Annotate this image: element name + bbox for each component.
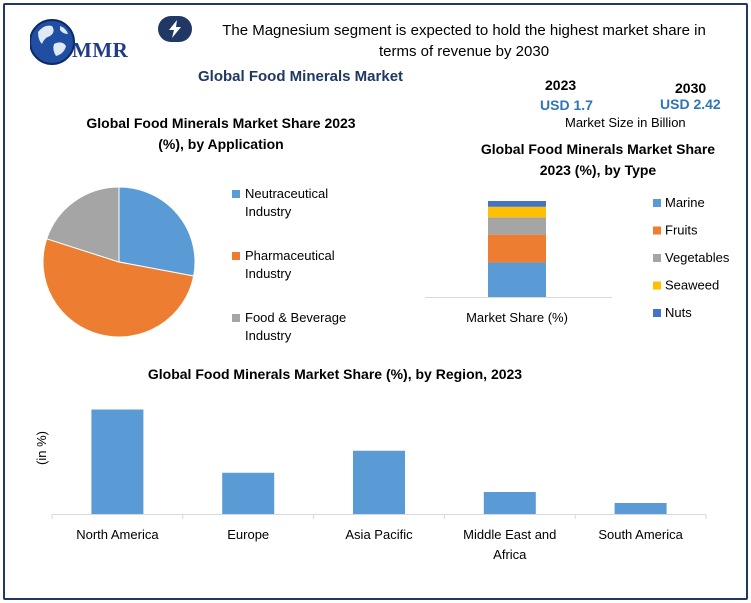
region-bar-middle-east-and-africa xyxy=(483,492,536,514)
mmr-logo xyxy=(30,19,75,65)
stack-category-label: Market Share (%) xyxy=(466,310,568,325)
pie-legend-swatch xyxy=(232,190,240,198)
region-category-label: Europe xyxy=(227,527,269,542)
region-y-label: (in %) xyxy=(34,431,49,465)
logo-text: MMR xyxy=(72,38,129,62)
stacked-legend: Marine Fruits Vegetables Seaweed Nuts xyxy=(653,195,730,320)
stack-legend-label: Nuts xyxy=(665,305,692,320)
stack-segment-fruits xyxy=(488,234,546,263)
value-2023: USD 1.7 xyxy=(540,97,593,113)
stack-legend-swatch xyxy=(653,254,661,262)
stack-legend-label: Marine xyxy=(665,195,705,210)
pie-chart-title: Global Food Minerals Market Share 2023 (… xyxy=(86,115,356,152)
pie-slice-pharmaceutical-industry xyxy=(42,238,195,338)
headline: The Magnesium segment is expected to hol… xyxy=(222,22,706,60)
bolt-badge xyxy=(158,16,192,42)
region-category-label: South America xyxy=(598,527,683,542)
region-chart-title: Global Food Minerals Market Share (%), b… xyxy=(147,366,523,382)
lightning-icon xyxy=(169,20,181,38)
market-title: Global Food Minerals Market xyxy=(198,68,404,85)
stack-legend-swatch xyxy=(653,226,661,235)
stack-legend-label: Vegetables xyxy=(665,250,730,265)
region-category-label: North America xyxy=(76,527,159,542)
type-chart-title: Global Food Minerals Market Share 2023 (… xyxy=(480,141,716,178)
region-category-label: Asia Pacific xyxy=(345,527,413,542)
pie-legend-swatch xyxy=(232,252,240,260)
pie-legend: Neutraceutical Industry Pharmaceutical Indu… xyxy=(232,186,346,343)
pie-legend-label: Neutraceutical Industry xyxy=(245,186,328,219)
market-size-unit: Market Size in Billion xyxy=(565,115,686,130)
year-2030: 2030 xyxy=(675,80,707,96)
region-bar-north-america xyxy=(91,409,144,514)
stack-segment-vegetables xyxy=(488,217,546,235)
pie-legend-label: Food & Beverage Industry xyxy=(245,310,346,343)
stack-legend-swatch xyxy=(653,199,661,207)
stack-segment-nuts xyxy=(488,201,546,207)
value-2030: USD 2.42 xyxy=(660,96,721,112)
stack-segment-seaweed xyxy=(488,206,546,218)
stack-legend-label: Seaweed xyxy=(665,278,719,293)
stack-legend-swatch xyxy=(653,309,661,317)
stack-segment-marine xyxy=(488,262,546,297)
region-category-label: Middle East and Africa xyxy=(463,527,556,562)
region-bar-south-america xyxy=(614,503,667,514)
pie-legend-label: Pharmaceutical Industry xyxy=(245,248,335,281)
year-2023: 2023 xyxy=(545,77,577,93)
pie-chart xyxy=(42,186,196,338)
region-bar-europe xyxy=(222,472,275,514)
stack-legend-label: Fruits xyxy=(665,223,698,238)
pie-slice-neutraceutical-industry xyxy=(118,186,196,277)
pie-legend-swatch xyxy=(232,314,240,322)
stacked-bar-chart: Market Share (%) xyxy=(425,201,612,325)
region-bar-asia-pacific xyxy=(353,450,405,514)
stack-legend-swatch xyxy=(653,281,661,290)
region-bar-chart: North America Europe Asia Pacific Middle Ea… xyxy=(34,409,707,562)
pie-slice-food-beverage-industry xyxy=(46,186,120,263)
